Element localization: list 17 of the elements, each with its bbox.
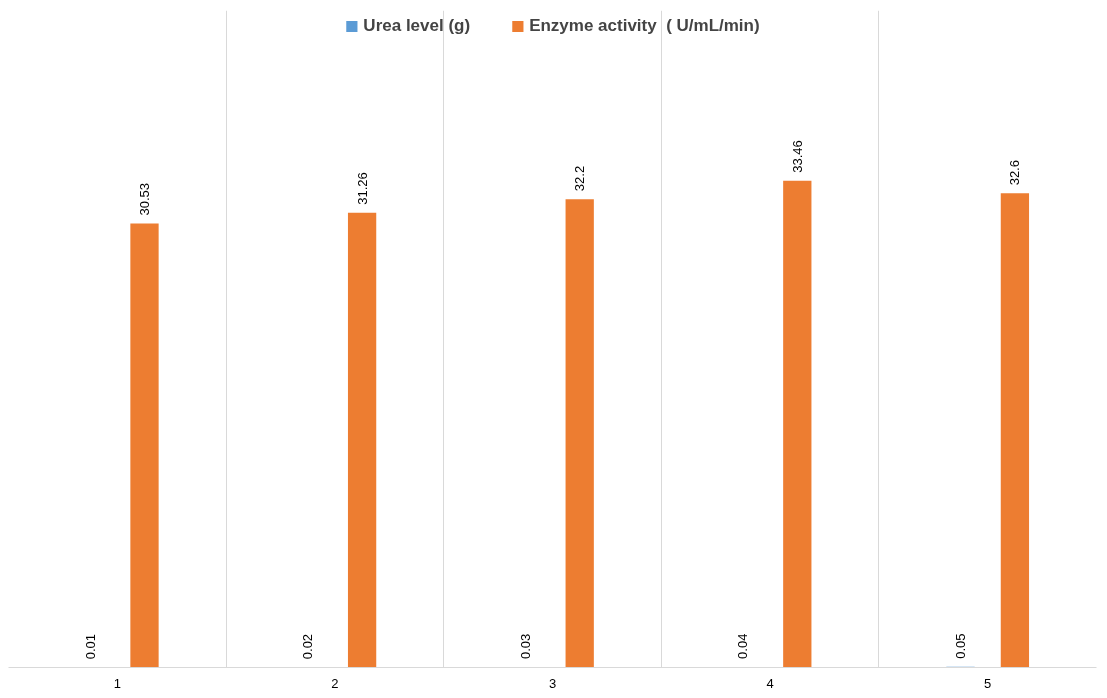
x-tick-label: 2 bbox=[331, 675, 339, 691]
data-label: 0.04 bbox=[735, 633, 751, 659]
x-tick-label: 4 bbox=[766, 675, 774, 691]
data-label: 0.03 bbox=[517, 633, 533, 660]
x-tick-label: 5 bbox=[984, 675, 992, 691]
data-label: 32.2 bbox=[572, 165, 588, 192]
data-label: 33.46 bbox=[789, 140, 805, 173]
legend-label: Enzyme activity ( U/mL/min) bbox=[529, 16, 760, 36]
data-label: 31.26 bbox=[354, 172, 370, 205]
legend-label: Urea level (g) bbox=[363, 16, 471, 36]
x-tick-label: 3 bbox=[548, 675, 557, 691]
data-label: 0.05 bbox=[953, 633, 968, 659]
data-label: 0.02 bbox=[300, 633, 316, 660]
data-label: 32.6 bbox=[1007, 160, 1023, 186]
x-tick-label: 1 bbox=[113, 675, 121, 691]
data-label: 0.01 bbox=[82, 634, 98, 660]
data-label: 30.53 bbox=[137, 182, 152, 216]
